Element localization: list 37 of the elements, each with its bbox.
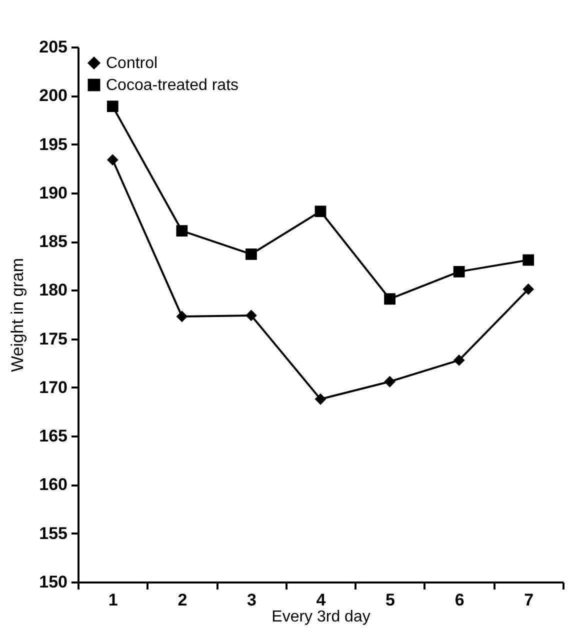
y-tick-label: 185 [39, 232, 68, 252]
y-tick-label: 195 [39, 134, 68, 154]
legend-label: Control [106, 55, 158, 72]
point [176, 225, 188, 237]
x-tick-label: 6 [454, 590, 464, 610]
point [176, 310, 188, 322]
x-tick-label: 4 [316, 590, 326, 610]
point [522, 284, 534, 295]
point [246, 310, 257, 322]
y-tick-label: 200 [39, 86, 68, 106]
y-axis-title: Weight in gram [8, 258, 28, 372]
y-tick-label: 205 [39, 38, 68, 56]
x-tick-label: 1 [108, 590, 118, 610]
point [314, 393, 326, 405]
point [522, 254, 534, 266]
x-axis-title: Every 3rd day [272, 608, 370, 626]
y-tick-label: 170 [39, 378, 68, 397]
y-tick-label: 180 [39, 280, 68, 300]
point [453, 354, 465, 366]
y-tick-label: 150 [39, 572, 68, 592]
x-tick-label: 3 [246, 590, 256, 610]
point [453, 266, 465, 278]
point [106, 100, 118, 112]
point [384, 293, 396, 305]
y-tick-label: 165 [39, 426, 68, 446]
point [314, 206, 326, 218]
y-tick-label: 155 [39, 524, 68, 543]
point [106, 154, 118, 166]
legend-label: Cocoa-treated rats [106, 77, 239, 94]
x-tick-label: 2 [178, 590, 188, 610]
point [384, 376, 396, 388]
y-tick-label: 160 [39, 475, 68, 494]
x-tick-label: 5 [386, 590, 396, 610]
y-tick-label: 175 [39, 329, 68, 348]
point [246, 248, 257, 260]
x-tick-label: 7 [524, 590, 534, 610]
y-tick-label: 190 [39, 183, 68, 202]
